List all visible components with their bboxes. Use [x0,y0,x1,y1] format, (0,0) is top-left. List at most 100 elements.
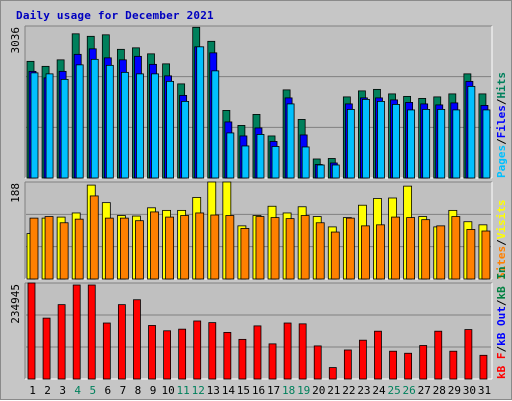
x-tick-label: 31 [478,384,491,397]
y-axis-max-label: 234945 [9,284,22,324]
legend-entry: Files [495,105,508,138]
sites-bar [29,217,39,280]
legend-entry: Sites [495,246,508,279]
kbf-bar [479,354,488,380]
x-tick-label: 29 [448,384,461,397]
x-tick-label: 9 [150,384,157,397]
legend-3: kB F/kB Out/kB In [495,266,508,379]
kbf-bar [117,304,126,380]
legend-entry: / [495,299,508,306]
sites-bar [436,225,446,280]
x-tick-label: 14 [222,384,236,397]
sites-bar [285,218,295,280]
pages-bar [362,98,370,179]
pages-bar [166,80,174,179]
pages-bar [241,145,250,179]
kbf-bar [193,320,202,380]
kbf-bar [72,284,81,380]
sites-bar [315,222,325,280]
sites-bar [330,231,340,280]
sites-bar [104,217,114,280]
sites-bar [255,216,265,280]
pages-bar [331,164,340,179]
pages-bar [105,64,114,179]
x-tick-label: 22 [342,384,355,397]
kbf-bar [464,329,473,380]
kbf-bar [57,304,66,380]
x-tick-label: 16 [252,384,265,397]
kbf-bar [328,367,337,380]
x-tick-label: 7 [120,384,127,397]
pages-bar [437,109,446,179]
kbf-bar [253,325,262,380]
x-tick-label: 17 [267,384,280,397]
pages-bar [120,71,129,179]
kbf-bar [87,284,96,380]
legend-1: Pages/Files/Hits [495,72,508,178]
sites-bar [210,214,220,280]
x-tick-label: 11 [177,384,190,397]
sites-bar [481,230,491,280]
sites-bar [361,225,370,280]
kbf-bar [27,282,36,380]
kbf-bar [419,345,428,380]
legend-entry: / [495,346,508,353]
legend-entry: kB In [495,266,508,299]
kbf-bar [148,325,156,380]
kbf-bar [178,328,187,380]
x-tick-label: 1 [29,384,36,397]
legend-entry: kB Out [495,306,508,346]
pages-bar [256,134,265,179]
kbf-bar [374,330,382,380]
pages-bar [60,78,69,179]
kbf-bar [238,338,247,380]
pages-bar [482,109,491,179]
sites-bar [451,216,461,280]
x-tick-label: 6 [105,384,112,397]
x-tick-label: 10 [161,384,174,397]
legend-2: Sites/Visits [495,200,508,280]
sites-bar [195,212,205,280]
pages-bar [45,73,54,179]
x-tick-label: 13 [207,384,220,397]
sites-bar [44,216,54,280]
sites-bar [180,215,190,280]
sites-bar [89,195,99,280]
sites-bar [59,222,69,280]
x-tick-label: 24 [372,384,386,397]
sites-bar [300,215,310,280]
pages-bar [301,146,310,179]
kbf-bar [133,299,141,380]
sites-bar [376,224,385,280]
x-tick-label: 30 [463,384,476,397]
legend-entry: / [495,138,508,145]
pages-bar [286,103,295,179]
pages-bar [181,100,190,179]
pages-bar [407,109,416,179]
kbf-bar [283,322,292,380]
pages-bar [452,109,461,179]
sites-bar [135,220,144,280]
pages-bar [196,46,205,179]
x-tick-label: 19 [297,384,310,397]
chart-title: Daily usage for December 2021 [16,9,214,22]
x-tick-label: 27 [418,384,431,397]
legend-entry: Visits [495,200,508,240]
x-tick-label: 12 [192,384,205,397]
pages-bar [75,64,84,179]
pages-bar [226,132,235,179]
legend-entry: / [495,98,508,105]
sites-bar [270,217,280,280]
kbf-bar [102,322,111,380]
pages-bar [346,109,355,179]
legend-entry: kB F [495,353,508,380]
kbf-bar [163,330,171,380]
x-tick-label: 18 [282,384,295,397]
kbf-bar [434,330,443,380]
x-tick-label: 2 [44,384,51,397]
kbf-bar [389,350,397,380]
pages-bar [30,72,39,179]
sites-bar [240,228,250,280]
x-tick-label: 15 [237,384,250,397]
